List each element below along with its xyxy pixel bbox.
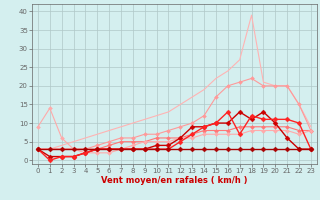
X-axis label: Vent moyen/en rafales ( km/h ): Vent moyen/en rafales ( km/h ): [101, 176, 248, 185]
